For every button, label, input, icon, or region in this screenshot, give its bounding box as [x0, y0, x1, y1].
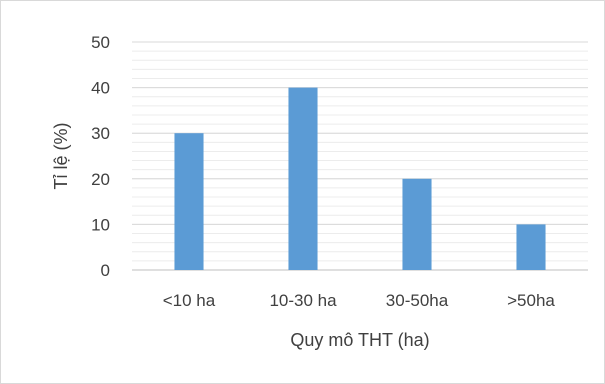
y-tick-labels: 0 10 20 30 40 50 [91, 33, 110, 280]
x-tick-label: 30-50ha [386, 291, 449, 310]
x-axis-title: Quy mô THT (ha) [290, 330, 429, 350]
y-tick-label: 40 [91, 79, 110, 98]
bar-0 [174, 133, 204, 270]
x-tick-label: <10 ha [163, 291, 216, 310]
y-axis-title: Tỉ lệ (%) [51, 123, 71, 190]
x-tick-label: 10-30 ha [269, 291, 337, 310]
bars [174, 87, 546, 270]
gridlines [132, 41, 588, 271]
x-tick-labels: <10 ha 10-30 ha 30-50ha >50ha [163, 291, 556, 310]
y-tick-label: 10 [91, 215, 110, 234]
x-tick-label: >50ha [507, 291, 555, 310]
y-tick-label: 0 [101, 261, 110, 280]
bar-1 [288, 87, 318, 270]
y-tick-label: 30 [91, 124, 110, 143]
y-tick-label: 20 [91, 170, 110, 189]
y-tick-label: 50 [91, 33, 110, 52]
bar-2 [402, 178, 432, 270]
bar-3 [516, 224, 546, 270]
